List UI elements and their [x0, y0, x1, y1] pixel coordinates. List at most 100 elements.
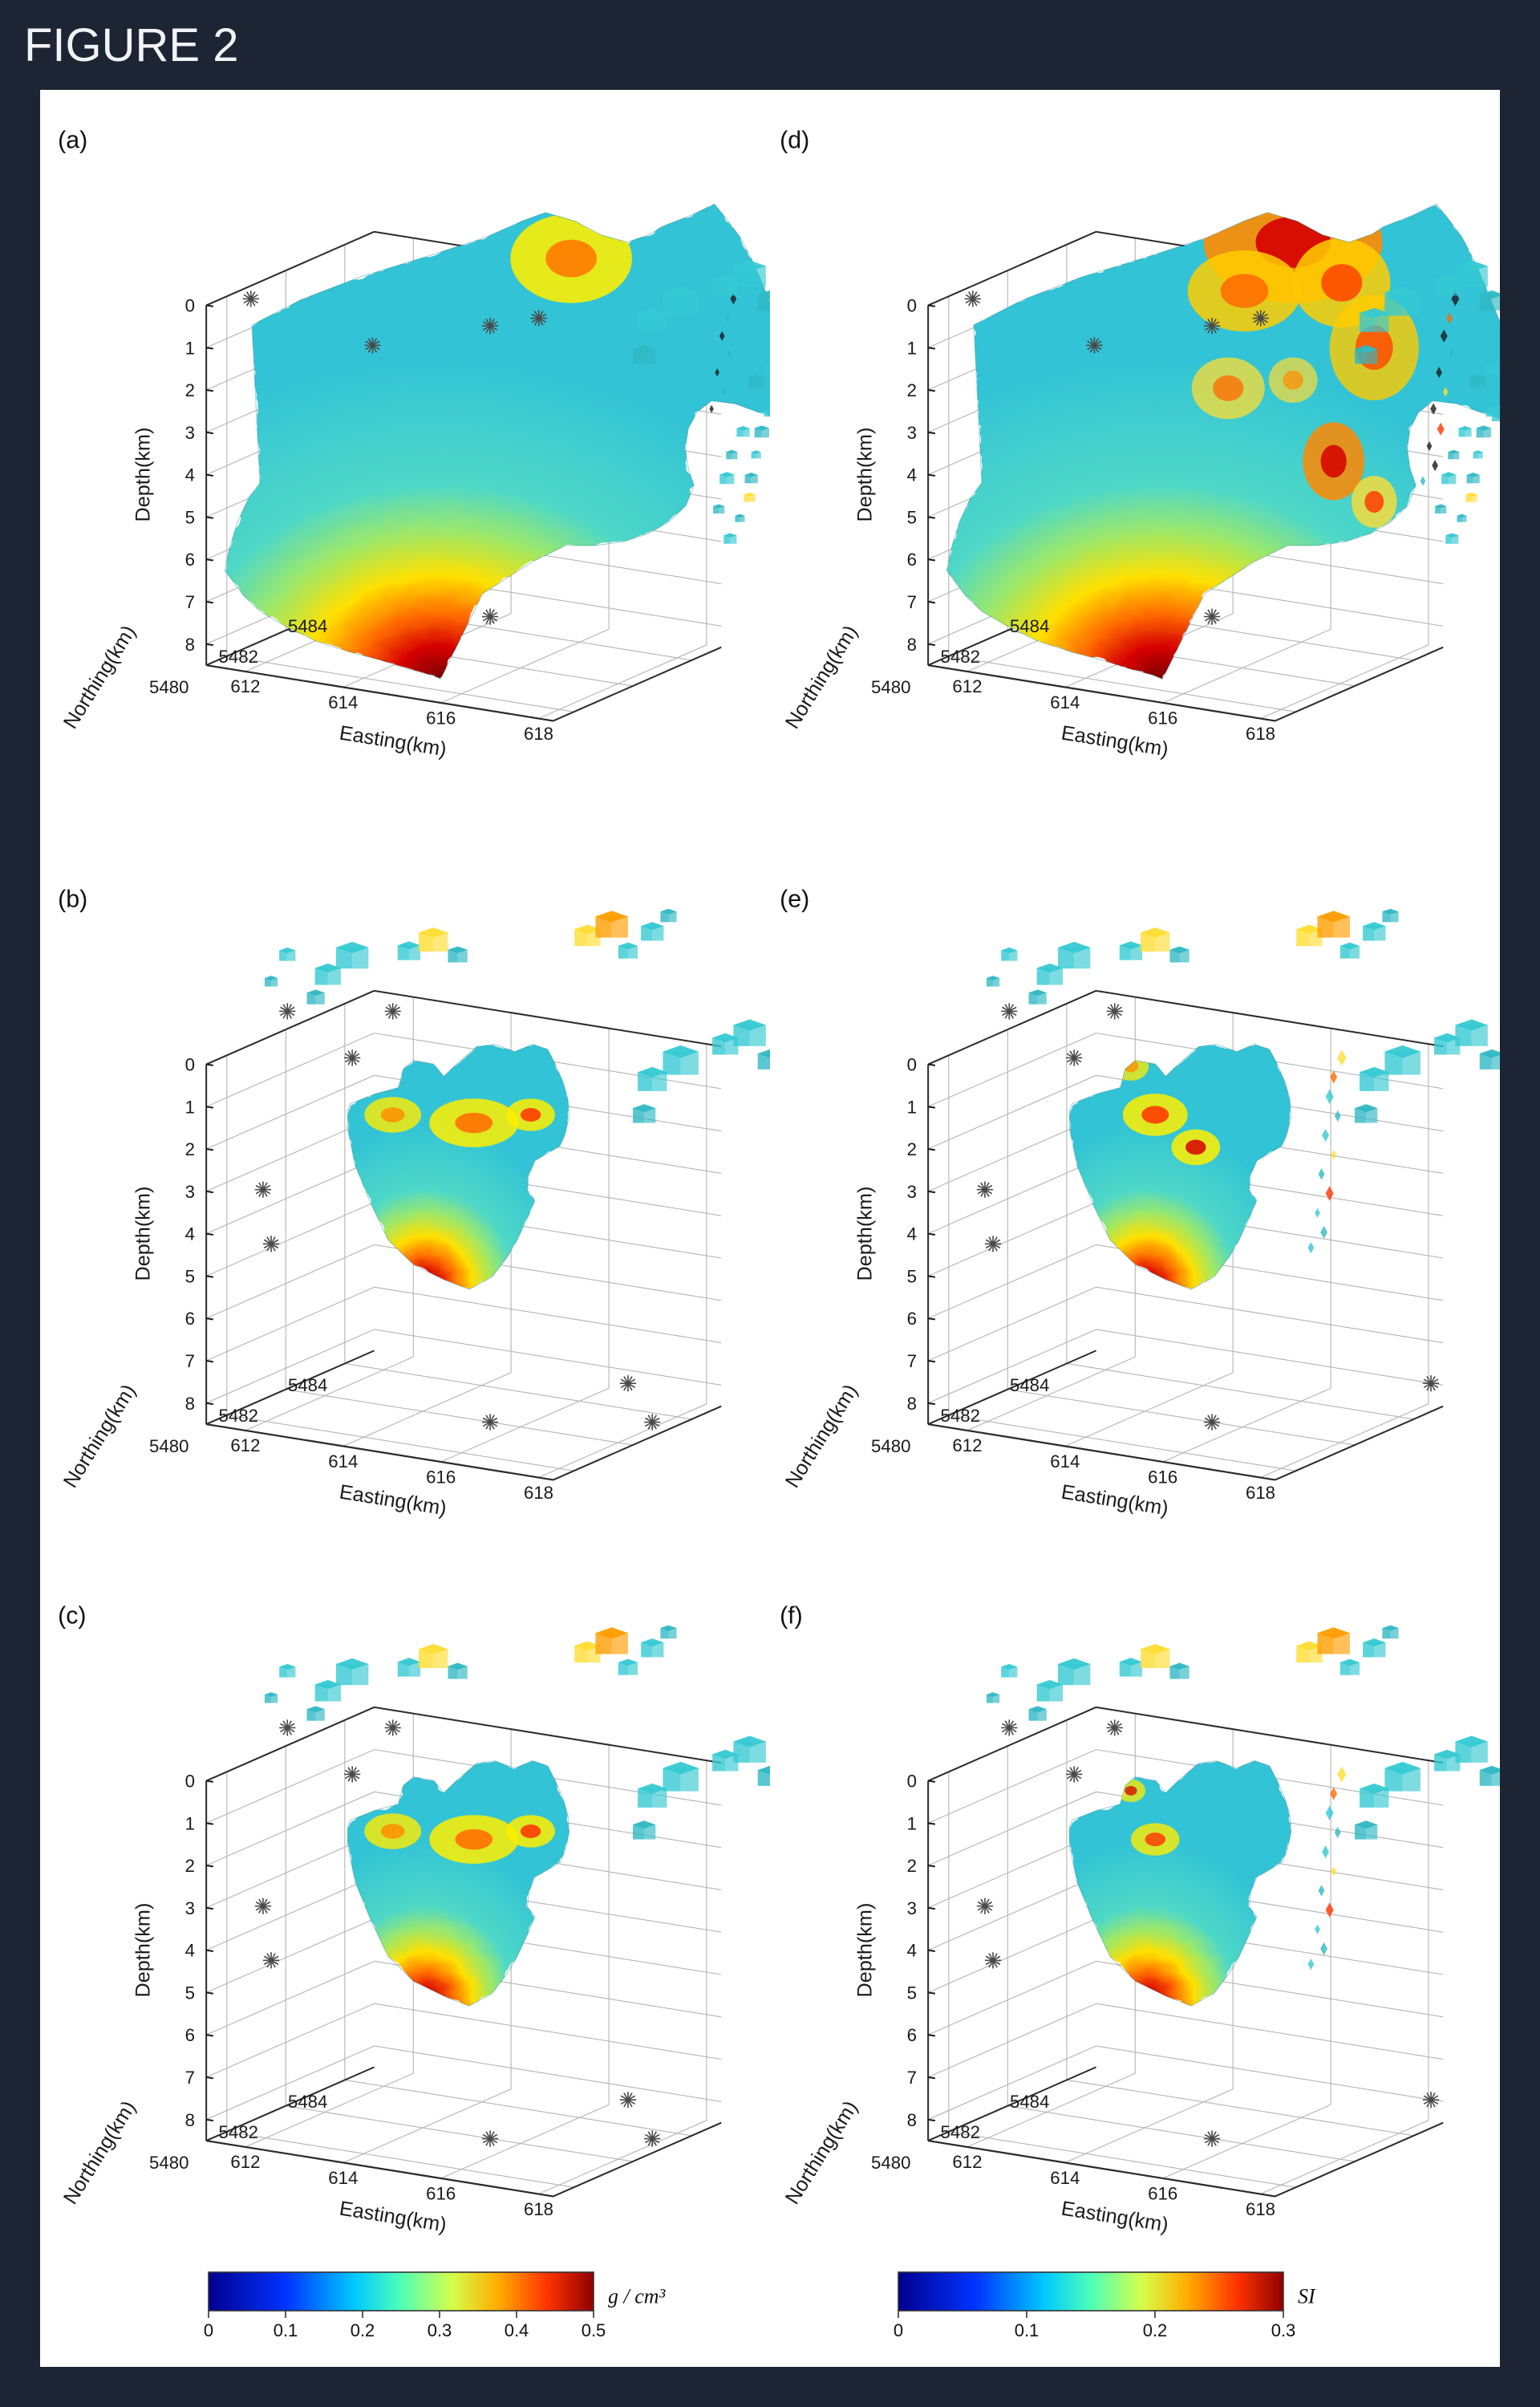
svg-text:6: 6	[907, 2025, 917, 2045]
svg-text:Depth(km): Depth(km)	[853, 428, 876, 522]
svg-text:8: 8	[185, 635, 195, 655]
svg-text:3: 3	[907, 423, 917, 443]
svg-text:1: 1	[185, 338, 195, 358]
svg-text:0: 0	[907, 296, 917, 316]
svg-text:7: 7	[185, 2068, 195, 2088]
svg-text:4: 4	[185, 465, 195, 485]
svg-text:614: 614	[1050, 1451, 1080, 1471]
svg-text:614: 614	[328, 1451, 358, 1471]
svg-text:5482: 5482	[941, 2122, 980, 2142]
svg-text:1: 1	[907, 1097, 917, 1117]
svg-text:5: 5	[907, 1266, 917, 1286]
svg-text:5484: 5484	[288, 1375, 327, 1395]
svg-text:6: 6	[185, 2025, 195, 2045]
svg-text:618: 618	[524, 724, 553, 744]
svg-text:5482: 5482	[941, 1406, 980, 1426]
svg-text:616: 616	[426, 2183, 456, 2203]
svg-text:8: 8	[185, 1394, 195, 1414]
svg-text:3: 3	[185, 423, 195, 443]
svg-text:0: 0	[185, 1055, 195, 1075]
svg-text:5480: 5480	[871, 677, 910, 697]
svg-text:8: 8	[907, 2110, 917, 2130]
svg-text:616: 616	[1148, 2183, 1177, 2203]
svg-text:612: 612	[230, 1435, 260, 1455]
svg-text:0: 0	[894, 2320, 903, 2340]
svg-text:0.1: 0.1	[1015, 2320, 1040, 2340]
svg-text:2: 2	[185, 380, 195, 400]
svg-text:(d): (d)	[780, 128, 809, 154]
svg-text:1: 1	[185, 1097, 195, 1117]
svg-text:1: 1	[907, 1813, 917, 1833]
svg-text:0: 0	[907, 1055, 917, 1075]
svg-text:(a): (a)	[58, 128, 87, 154]
svg-text:4: 4	[185, 1941, 195, 1961]
svg-text:(f): (f)	[780, 1603, 803, 1630]
svg-text:5484: 5484	[1010, 1375, 1049, 1395]
svg-text:616: 616	[1148, 1467, 1177, 1487]
svg-text:1: 1	[185, 1813, 195, 1833]
svg-text:4: 4	[907, 465, 917, 485]
svg-text:5484: 5484	[1010, 2092, 1049, 2112]
svg-text:5484: 5484	[288, 2092, 327, 2112]
svg-text:5480: 5480	[871, 2153, 910, 2173]
svg-text:7: 7	[185, 1351, 195, 1371]
svg-text:Depth(km): Depth(km)	[132, 428, 154, 522]
svg-text:0.4: 0.4	[505, 2320, 529, 2340]
svg-text:6: 6	[907, 550, 917, 570]
svg-text:Depth(km): Depth(km)	[853, 1903, 876, 1998]
svg-text:7: 7	[907, 2068, 917, 2088]
svg-text:0: 0	[204, 2320, 213, 2340]
svg-text:8: 8	[185, 2110, 195, 2130]
svg-text:6: 6	[185, 1309, 195, 1329]
svg-text:(b): (b)	[58, 887, 87, 913]
svg-text:6: 6	[185, 550, 195, 570]
svg-text:5: 5	[907, 1983, 917, 2003]
svg-text:1: 1	[907, 338, 917, 358]
svg-text:616: 616	[1148, 708, 1177, 728]
svg-text:618: 618	[1246, 2199, 1275, 2219]
svg-text:5484: 5484	[288, 616, 327, 636]
svg-text:7: 7	[907, 592, 917, 612]
svg-text:3: 3	[907, 1898, 917, 1918]
svg-text:0: 0	[185, 296, 195, 316]
svg-text:(c): (c)	[58, 1603, 86, 1630]
svg-text:618: 618	[1246, 724, 1275, 744]
svg-text:7: 7	[185, 592, 195, 612]
svg-text:2: 2	[185, 1139, 195, 1159]
svg-text:5480: 5480	[149, 2153, 188, 2173]
svg-text:616: 616	[426, 1467, 456, 1487]
svg-text:Depth(km): Depth(km)	[132, 1187, 154, 1281]
svg-text:5480: 5480	[149, 677, 188, 697]
svg-text:0: 0	[907, 1772, 917, 1792]
svg-text:0.2: 0.2	[351, 2320, 375, 2340]
svg-text:8: 8	[907, 1394, 917, 1414]
svg-text:5: 5	[907, 507, 917, 527]
svg-text:0: 0	[185, 1772, 195, 1792]
svg-text:5480: 5480	[871, 1436, 910, 1456]
svg-text:612: 612	[230, 2152, 260, 2172]
svg-text:SI: SI	[1298, 2284, 1316, 2308]
svg-text:5: 5	[185, 507, 195, 527]
svg-text:0.3: 0.3	[428, 2320, 452, 2340]
svg-text:614: 614	[1050, 2168, 1080, 2188]
svg-text:7: 7	[907, 1351, 917, 1371]
svg-text:0.5: 0.5	[582, 2320, 606, 2340]
svg-text:5482: 5482	[219, 2122, 258, 2142]
svg-text:612: 612	[952, 1435, 982, 1455]
svg-text:612: 612	[230, 676, 260, 696]
svg-text:612: 612	[952, 2152, 982, 2172]
svg-text:5: 5	[185, 1983, 195, 2003]
svg-text:5482: 5482	[219, 1406, 258, 1426]
svg-text:3: 3	[907, 1182, 917, 1202]
svg-text:618: 618	[524, 1483, 553, 1503]
svg-text:0.3: 0.3	[1271, 2320, 1296, 2340]
svg-text:614: 614	[328, 2168, 358, 2188]
svg-text:2: 2	[907, 1139, 917, 1159]
svg-text:2: 2	[185, 1856, 195, 1876]
svg-text:4: 4	[907, 1941, 917, 1961]
svg-text:612: 612	[952, 676, 982, 696]
svg-text:g / cm³: g / cm³	[608, 2284, 667, 2308]
svg-text:3: 3	[185, 1182, 195, 1202]
svg-text:5482: 5482	[219, 647, 258, 667]
svg-text:3: 3	[185, 1898, 195, 1918]
